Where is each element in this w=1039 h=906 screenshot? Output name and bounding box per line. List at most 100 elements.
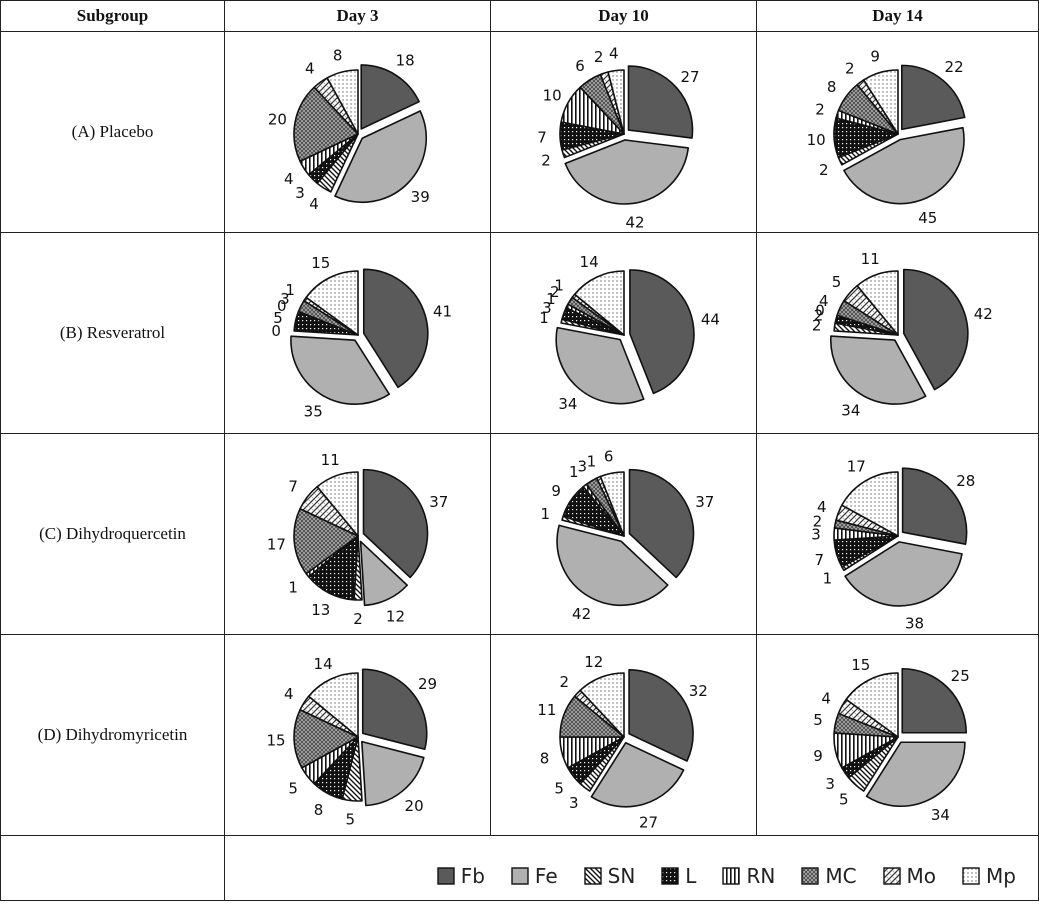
pie-value-label-mc: 2 bbox=[812, 513, 822, 531]
pie-value-label-rn: 1 bbox=[568, 463, 578, 481]
pie-value-label-fb: 32 bbox=[688, 682, 707, 700]
pie-value-label-sn: 2 bbox=[811, 317, 821, 335]
pie-value-label-l: 9 bbox=[551, 482, 561, 500]
pie-cell: 18 39 4 3 4 20 4 8 bbox=[224, 31, 491, 233]
legend-label-mc: MC bbox=[825, 864, 857, 888]
pie-slice-mp bbox=[315, 471, 359, 537]
pie-slice-fe bbox=[333, 110, 427, 204]
pie-value-label-sn: 2 bbox=[819, 161, 829, 179]
pie-value-label-mc: 2 bbox=[549, 283, 559, 301]
legend-swatch-rn bbox=[722, 867, 741, 885]
pie-value-label-l: 7 bbox=[814, 551, 824, 569]
pie-value-label-rn: 2 bbox=[815, 101, 825, 119]
pie-value-label-l: 7 bbox=[537, 129, 547, 147]
pie-slice-fe bbox=[829, 335, 926, 405]
pie-slice-fe bbox=[590, 741, 684, 808]
legend-swatch-fb bbox=[437, 867, 455, 885]
pie-value-label-fe: 34 bbox=[558, 395, 577, 413]
pie-value-label-fb: 44 bbox=[700, 311, 719, 329]
row-dihydroquercetin: (C) Dihydroquercetin 37 12 2 13 1 17 7 11 37 42 1… bbox=[0, 433, 1039, 635]
pie-value-label-mo: 4 bbox=[821, 689, 831, 707]
pie-value-label-l: 8 bbox=[313, 801, 323, 819]
pie-value-label-mc: 15 bbox=[266, 732, 285, 750]
pie-value-label-mo: 4 bbox=[305, 60, 315, 78]
pie-value-label-sn: 2 bbox=[353, 610, 363, 628]
pie-value-label-fb: 37 bbox=[695, 493, 714, 511]
pie-value-label-fb: 18 bbox=[395, 52, 414, 70]
row-label: (C) Dihydroquercetin bbox=[0, 433, 225, 635]
pie-slice-fb bbox=[361, 668, 427, 751]
legend-swatch-mp bbox=[962, 867, 980, 885]
pie-value-label-rn: 5 bbox=[288, 779, 298, 797]
pie-value-label-mp: 9 bbox=[870, 47, 880, 65]
pie-value-label-sn: 1 bbox=[540, 505, 550, 523]
pie-slice-mp bbox=[599, 471, 625, 537]
legend-label-rn: RN bbox=[746, 864, 776, 888]
pie-value-label-l: 2 bbox=[813, 307, 823, 325]
pie-slice-fe bbox=[865, 741, 966, 807]
pie-slice-mp bbox=[855, 270, 899, 336]
row-label: (A) Placebo bbox=[0, 31, 225, 233]
pie-value-label-mp: 14 bbox=[313, 655, 332, 673]
pie-value-label-rn: 1 bbox=[288, 578, 298, 596]
pie-value-label-fb: 27 bbox=[680, 68, 699, 86]
legend-swatch-fe bbox=[511, 867, 529, 885]
subgroup-header: Subgroup bbox=[0, 0, 225, 32]
legend-spacer-cell bbox=[0, 835, 225, 901]
pie-value-label-mc: 5 bbox=[813, 711, 823, 729]
pie-value-label-rn: 0 bbox=[276, 297, 286, 315]
legend-cell: Fb Fe SN L RN MC Mo Mp bbox=[224, 835, 1039, 901]
legend-row: Fb Fe SN L RN MC Mo Mp bbox=[0, 835, 1039, 901]
pie-value-label-mo: 2 bbox=[559, 673, 569, 691]
day-14-header: Day 14 bbox=[756, 0, 1039, 32]
pie-value-label-rn: 10 bbox=[542, 86, 561, 104]
legend-label-mp: Mp bbox=[986, 864, 1016, 888]
pie-value-label-fb: 29 bbox=[417, 675, 436, 693]
day-3-header: Day 3 bbox=[224, 0, 491, 32]
pie-value-label-fb: 28 bbox=[956, 472, 975, 490]
pie-chart: 32 27 358 112 12 bbox=[537, 653, 708, 832]
pie-value-label-fe: 42 bbox=[625, 213, 644, 230]
pie-value-label-mp: 17 bbox=[846, 457, 865, 475]
pie-chart: 28 38 17 324 17 bbox=[811, 457, 975, 632]
pie-value-label-l: 3 bbox=[825, 775, 835, 793]
pie-slice-fb bbox=[362, 468, 428, 579]
pie-cell: 41 35 0 5 0 3 1 15 bbox=[224, 232, 491, 434]
pie-slice-mp bbox=[304, 270, 359, 336]
pie-value-label-mp: 11 bbox=[320, 451, 339, 469]
legend-swatch-sn bbox=[583, 867, 602, 885]
pie-slice-fb bbox=[628, 269, 695, 395]
day-10-header: Day 10 bbox=[490, 0, 757, 32]
pie-slice-fb bbox=[362, 268, 429, 389]
pie-value-label-fb: 25 bbox=[950, 667, 969, 685]
pie-slice-mp bbox=[840, 471, 899, 537]
pie-value-label-rn: 3 bbox=[811, 525, 821, 543]
pie-value-label-fe: 35 bbox=[303, 403, 322, 421]
pie-value-label-l: 5 bbox=[554, 779, 564, 797]
row-label: (D) Dihydromyricetin bbox=[0, 634, 225, 836]
row-resveratrol: (B) Resveratrol 41 35 0 5 0 3 1 15 44 34 1 3 1 2 1 14 … bbox=[0, 232, 1039, 434]
pie-value-label-fe: 27 bbox=[639, 814, 658, 832]
pie-value-label-rn: 4 bbox=[283, 170, 293, 188]
pie-value-label-mp: 8 bbox=[332, 47, 342, 65]
pie-value-label-fe: 42 bbox=[572, 605, 591, 623]
pie-value-label-mo: 1 bbox=[586, 453, 596, 471]
pie-slice-mp bbox=[573, 270, 625, 336]
pie-value-label-l: 13 bbox=[311, 601, 330, 619]
pie-value-label-rn: 0 bbox=[815, 302, 825, 320]
pie-value-label-mc: 3 bbox=[577, 457, 587, 475]
pie-slice-mp bbox=[844, 672, 899, 738]
pie-cell: 29 20 5 8 5 15 4 14 bbox=[224, 634, 491, 836]
pie-slice-mc bbox=[292, 86, 359, 163]
pie-value-label-sn: 5 bbox=[838, 791, 848, 809]
pie-slice-mp bbox=[578, 672, 625, 738]
pie-value-label-mc: 20 bbox=[267, 111, 286, 129]
pie-value-label-mo: 2 bbox=[593, 48, 603, 66]
pie-value-label-l: 10 bbox=[806, 131, 825, 149]
pie-value-label-fe: 12 bbox=[385, 608, 404, 626]
pie-value-label-mc: 3 bbox=[280, 290, 290, 308]
